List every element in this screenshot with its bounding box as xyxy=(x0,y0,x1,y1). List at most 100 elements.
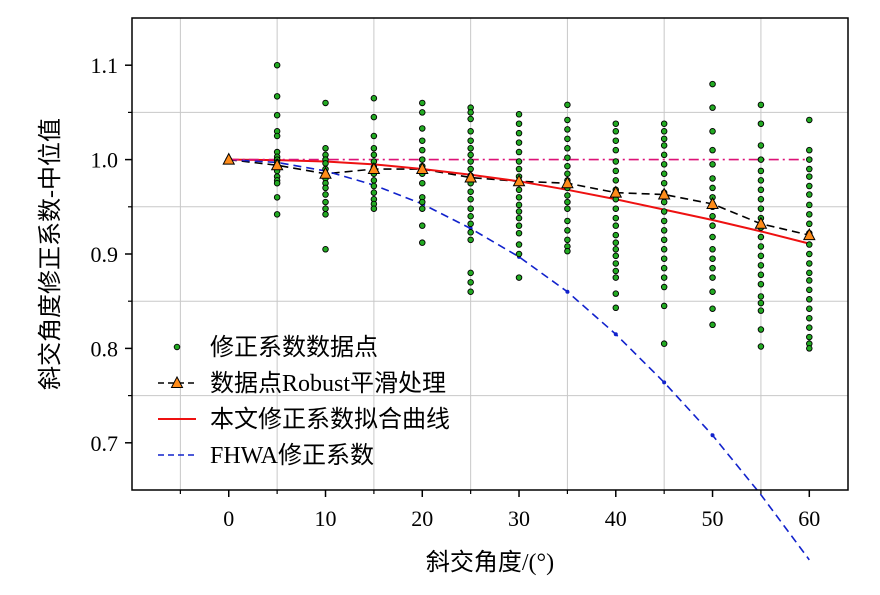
data-point xyxy=(806,201,813,209)
data-point xyxy=(757,233,765,241)
data-point xyxy=(273,179,281,187)
data-point xyxy=(757,101,765,109)
legend-label: 本文修正系数拟合曲线 xyxy=(210,406,450,433)
data-point xyxy=(757,293,765,300)
data-point xyxy=(419,179,426,187)
data-point xyxy=(757,205,765,212)
data-point xyxy=(322,160,329,167)
data-point xyxy=(660,161,668,168)
data-point xyxy=(612,246,620,253)
data-point xyxy=(467,137,474,144)
data-point xyxy=(709,80,716,88)
x-axis-title: 斜交角度/(°) xyxy=(426,549,554,576)
data-point xyxy=(757,120,765,127)
data-point xyxy=(322,184,329,192)
data-point xyxy=(806,324,813,331)
data-point xyxy=(467,195,474,203)
data-point xyxy=(370,182,378,190)
data-point xyxy=(806,156,813,163)
data-point xyxy=(757,167,765,175)
data-point xyxy=(806,220,813,228)
legend-label: 修正系数数据点 xyxy=(210,334,378,361)
plot-area xyxy=(132,18,848,490)
data-point xyxy=(660,179,668,187)
data-point xyxy=(709,104,716,111)
data-point xyxy=(273,111,281,119)
data-point xyxy=(612,128,620,135)
data-point xyxy=(612,267,620,275)
data-point xyxy=(370,205,378,212)
data-point xyxy=(806,173,813,180)
data-point xyxy=(467,205,474,212)
robust-marker xyxy=(464,170,477,183)
data-point xyxy=(806,286,813,294)
data-point xyxy=(419,222,426,229)
data-point xyxy=(564,247,571,255)
data-point xyxy=(660,302,668,310)
data-point xyxy=(709,246,716,253)
data-point xyxy=(370,151,378,159)
data-point xyxy=(370,132,378,140)
data-point xyxy=(757,186,765,194)
data-point xyxy=(612,137,620,144)
data-point xyxy=(660,274,668,281)
data-point xyxy=(273,93,281,100)
data-point xyxy=(467,151,474,159)
data-point xyxy=(564,170,571,178)
data-point xyxy=(806,191,813,198)
data-point xyxy=(806,211,813,218)
x-tick-label: 10 xyxy=(315,506,337,531)
data-point xyxy=(612,146,620,154)
data-point xyxy=(564,236,571,244)
data-point xyxy=(370,94,378,102)
data-point xyxy=(515,214,523,222)
data-point xyxy=(322,246,329,253)
data-point xyxy=(660,135,668,143)
data-point xyxy=(322,198,329,206)
data-point xyxy=(806,146,813,154)
data-point xyxy=(757,262,765,269)
robust-marker xyxy=(706,196,719,209)
data-point xyxy=(660,142,668,149)
data-point xyxy=(660,340,668,347)
data-point xyxy=(564,198,571,206)
data-point xyxy=(660,283,668,291)
data-point xyxy=(660,236,668,244)
data-point xyxy=(612,304,620,312)
data-point xyxy=(515,222,523,229)
data-point xyxy=(757,243,765,250)
data-point xyxy=(515,208,523,215)
data-point xyxy=(273,194,281,201)
data-point xyxy=(515,201,523,209)
data-point xyxy=(322,145,329,152)
data-point xyxy=(757,177,765,184)
data-point xyxy=(612,177,620,184)
data-point xyxy=(564,192,571,199)
data-point xyxy=(564,116,571,124)
data-point xyxy=(709,184,716,192)
data-point xyxy=(612,274,620,281)
data-point xyxy=(757,307,765,314)
fhwa-point xyxy=(710,433,715,438)
data-point xyxy=(806,333,813,341)
x-tick-label: 20 xyxy=(411,506,433,531)
data-point xyxy=(660,227,668,234)
data-point xyxy=(806,116,813,124)
data-point xyxy=(467,128,474,135)
y-tick-label: 0.8 xyxy=(91,336,119,361)
data-point xyxy=(515,274,523,281)
data-point xyxy=(709,305,716,313)
data-point xyxy=(757,252,765,260)
data-point xyxy=(612,205,620,212)
data-point xyxy=(709,321,716,329)
data-point xyxy=(612,290,620,297)
data-point xyxy=(660,264,668,272)
data-point xyxy=(757,156,765,163)
data-point xyxy=(515,139,523,146)
data-point xyxy=(467,109,474,116)
data-point xyxy=(612,214,620,222)
data-point xyxy=(467,145,474,152)
y-tick-label: 1.0 xyxy=(91,148,119,173)
data-point xyxy=(709,212,716,220)
